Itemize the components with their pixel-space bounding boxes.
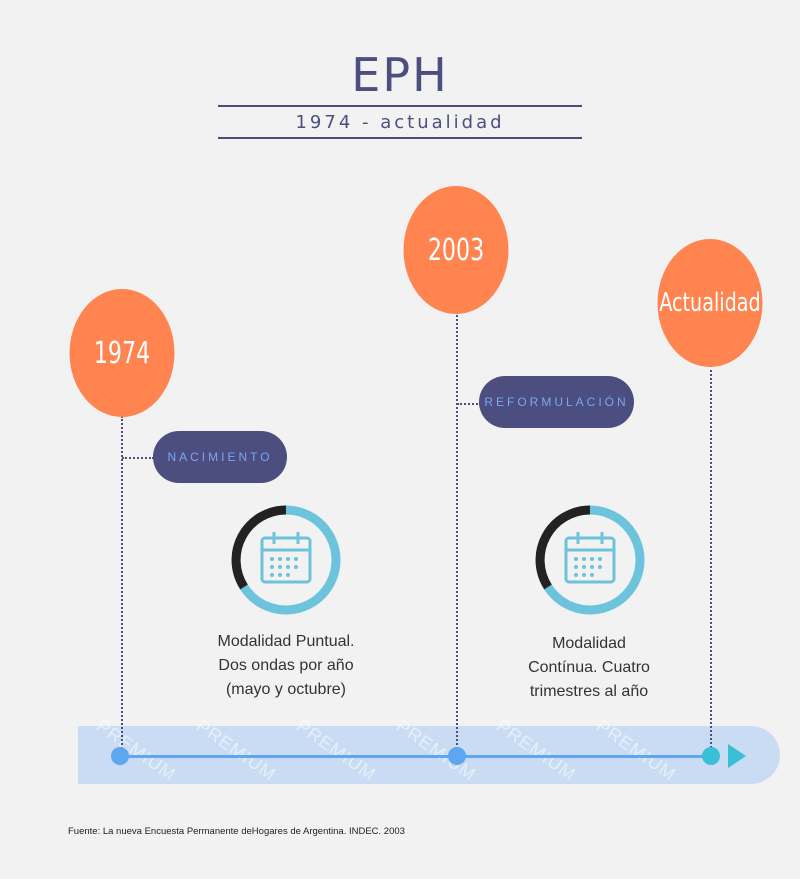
page-title: EPH <box>351 48 449 102</box>
calendar-icon <box>230 504 342 616</box>
description-line: Dos ondas por año <box>218 657 354 674</box>
connector-1974 <box>121 416 123 756</box>
milestone-year: 1974 <box>93 335 151 371</box>
timeline-arrow-icon <box>728 744 746 768</box>
description-line: (mayo y octubre) <box>225 681 347 698</box>
description-line: Contínua. Cuatro <box>528 659 650 676</box>
connector-branch-2003 <box>457 403 481 405</box>
timeline-dot-1974 <box>111 747 129 765</box>
milestone-description-2003: Modalidad Contínua. Cuatro trimestres al… <box>499 632 679 704</box>
title-rule-top <box>218 105 582 107</box>
source-note: Fuente: La nueva Encuesta Permanente deH… <box>68 826 405 837</box>
timeline-line <box>120 755 716 758</box>
description-line: Modalidad Puntual. <box>217 633 355 650</box>
milestone-description-1974: Modalidad Puntual. Dos ondas por año (ma… <box>196 630 376 702</box>
connector-branch-1974 <box>122 457 154 459</box>
page-subtitle: 1974 - actualidad <box>295 112 505 133</box>
milestone-label-reformulacion: REFORMULACIÓN <box>479 376 634 428</box>
calendar-icon <box>534 504 646 616</box>
milestone-circle-2003: 2003 <box>403 186 509 314</box>
timeline-dot-actualidad <box>702 747 720 765</box>
milestone-label-nacimiento: NACIMIENTO <box>153 431 287 483</box>
timeline-dot-2003 <box>448 747 466 765</box>
milestone-year: 2003 <box>427 232 485 268</box>
description-line: trimestres al año <box>529 683 649 700</box>
connector-actualidad <box>710 365 712 756</box>
milestone-circle-actualidad: Actualidad <box>657 239 763 367</box>
title-rule-bottom <box>218 137 582 139</box>
milestone-circle-1974: 1974 <box>69 289 175 417</box>
connector-2003 <box>456 312 458 756</box>
milestone-year: Actualidad <box>659 288 761 318</box>
description-line: Modalidad <box>552 635 626 652</box>
